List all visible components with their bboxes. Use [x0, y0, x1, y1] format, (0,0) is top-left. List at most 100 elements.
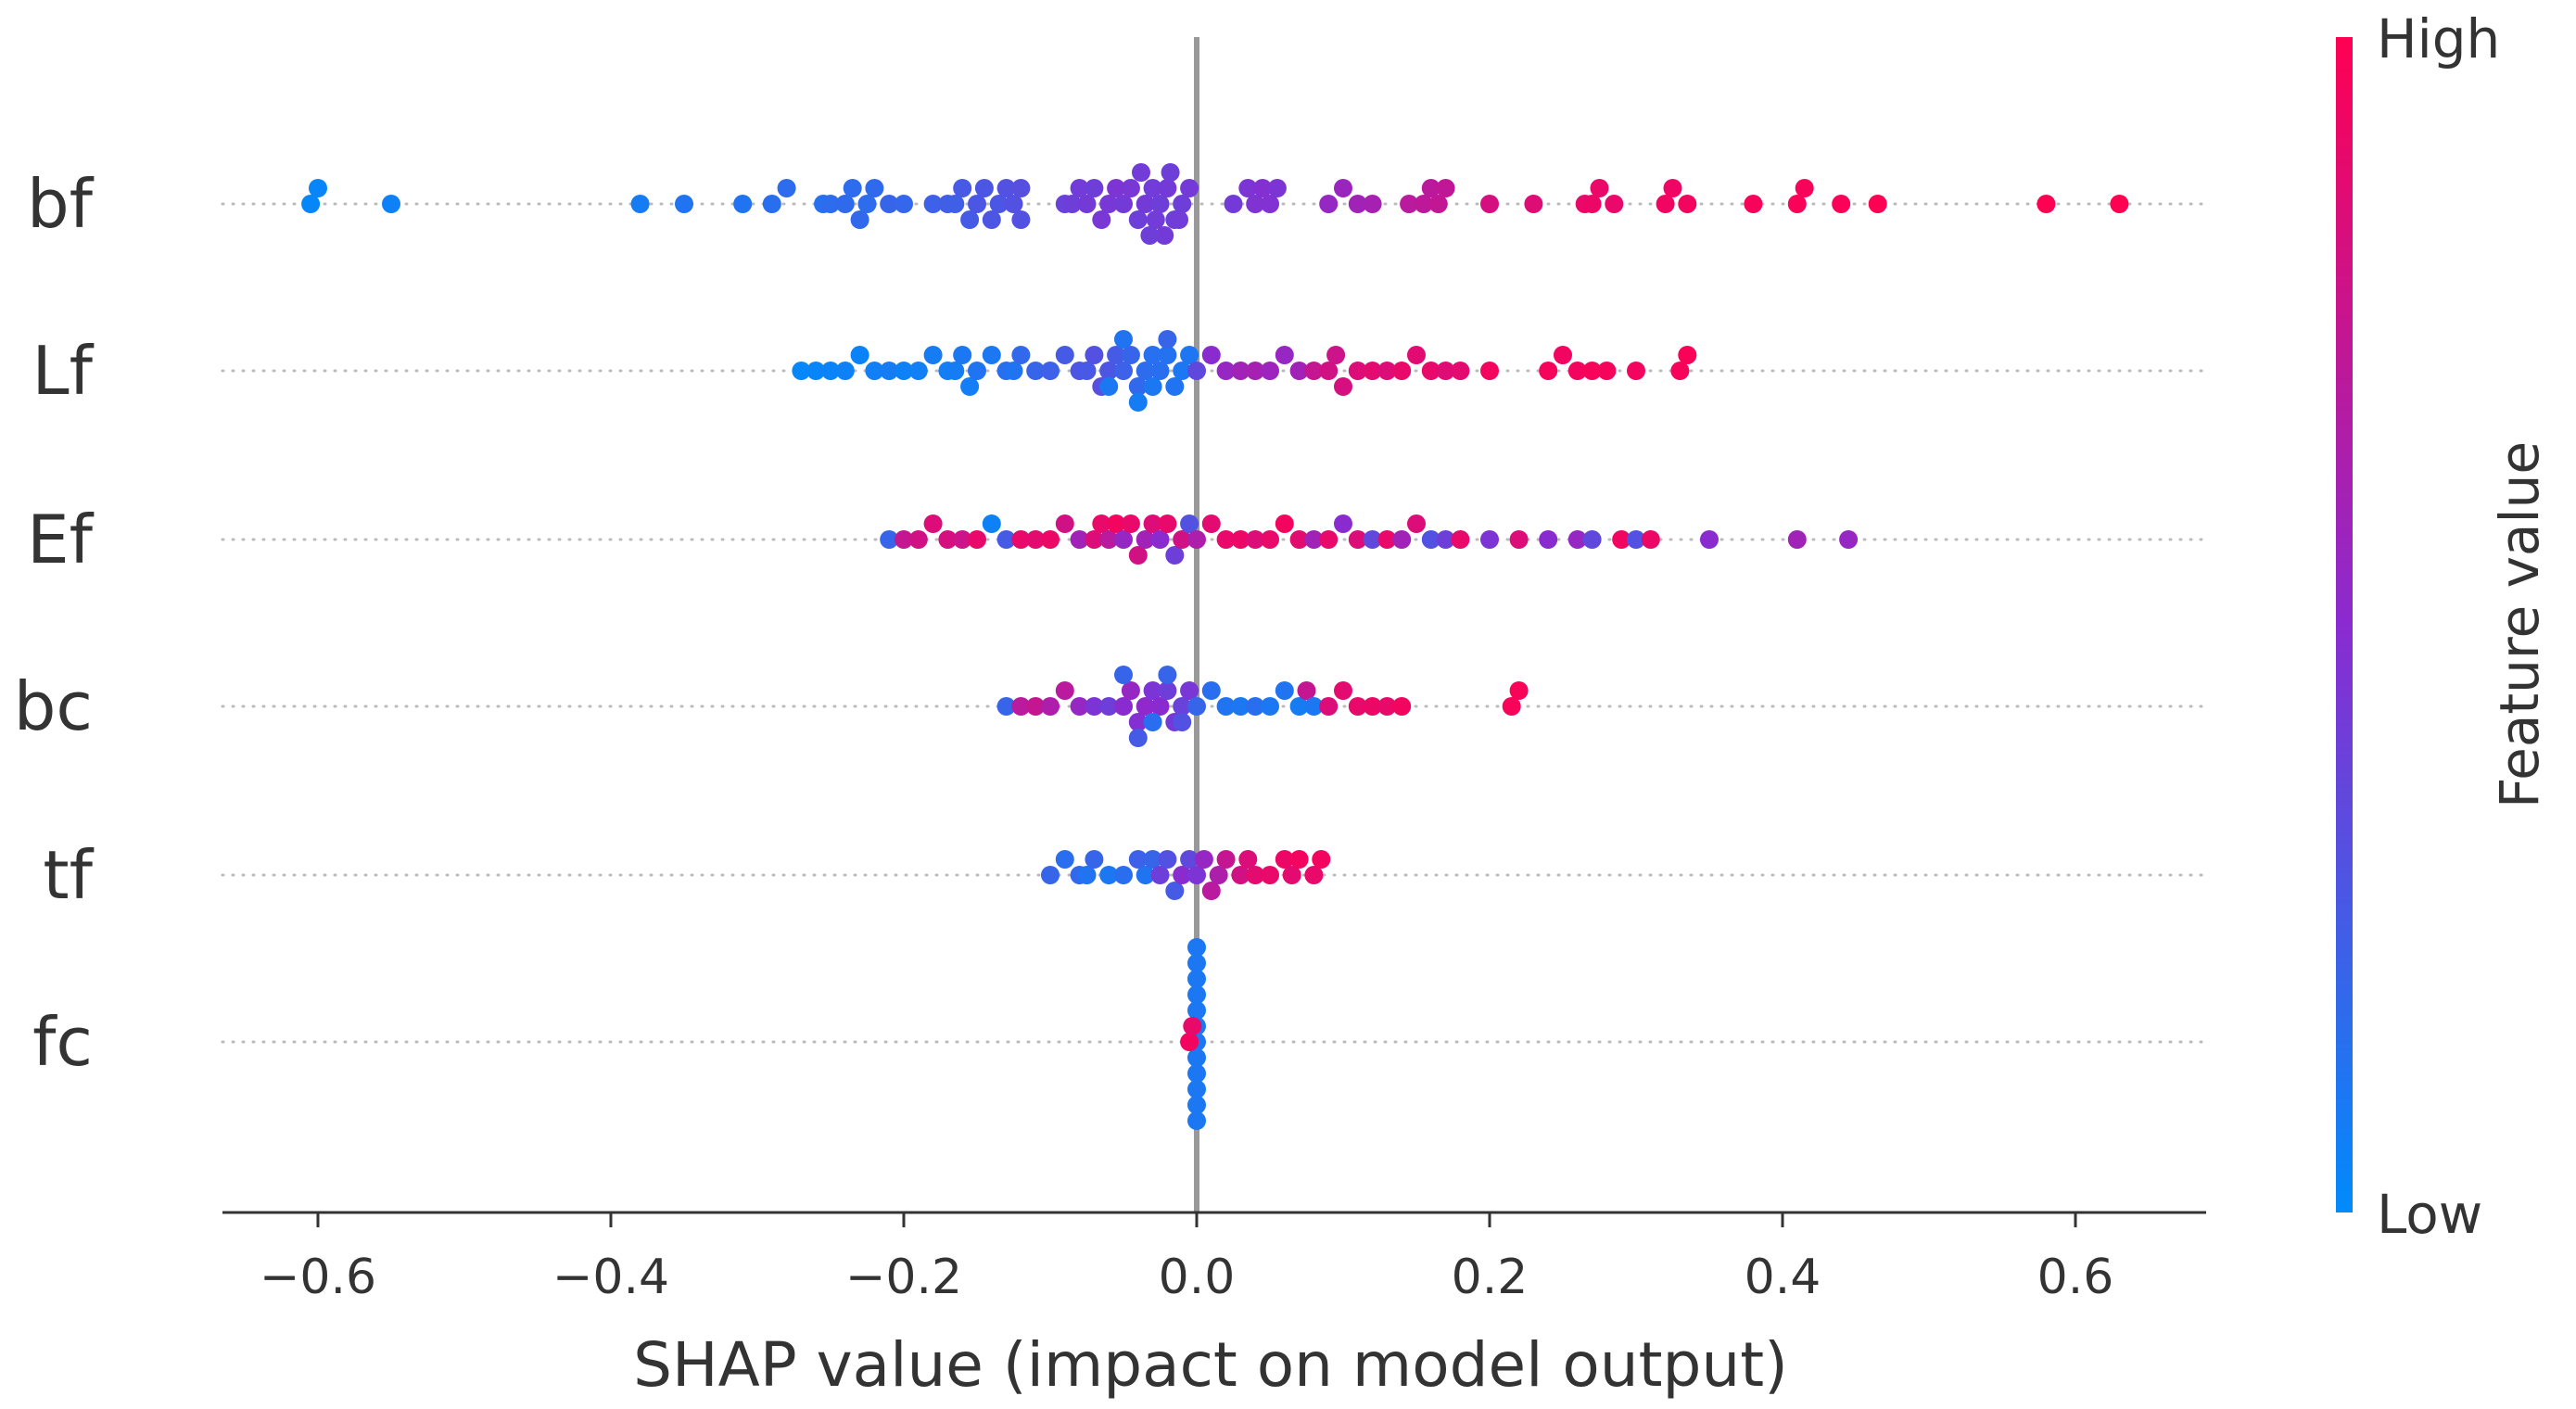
shap-point-Ef [895, 530, 913, 549]
shap-point-bc [1231, 697, 1250, 716]
shap-point-Ef [1173, 530, 1192, 549]
shap-point-fc [1187, 1001, 1206, 1020]
shap-point-Ef [1641, 530, 1660, 549]
shap-point-Lf [1011, 346, 1031, 364]
shap-point-Ef [1567, 530, 1587, 549]
feature-label-bc: bc [14, 667, 93, 745]
shap-point-Lf [1143, 377, 1162, 396]
shap-point-bf [1011, 210, 1031, 229]
shap-point-Lf [1165, 377, 1185, 396]
shap-point-bf [821, 195, 840, 213]
shap-point-bf [777, 179, 796, 197]
shap-point-tf [1165, 882, 1185, 900]
shap-point-bf [1334, 179, 1352, 197]
shap-point-tf [1136, 866, 1155, 884]
shap-point-Ef [1839, 530, 1859, 549]
shap-point-bc [1392, 697, 1412, 716]
shap-point-bf [1428, 195, 1448, 213]
shap-point-bc [1319, 697, 1339, 716]
shap-point-bf [1155, 226, 1174, 245]
shap-point-Ef [1180, 514, 1199, 533]
shap-point-bf [989, 195, 1009, 213]
shap-point-Lf [1670, 362, 1690, 380]
shap-point-bc [1026, 697, 1046, 716]
shap-point-tf [1246, 866, 1265, 884]
shap-point-bc [1099, 697, 1119, 716]
shap-point-bf [1267, 179, 1287, 197]
shap-point-tf [1289, 850, 1309, 869]
shap-point-bc [1363, 697, 1382, 716]
shap-point-bf [382, 195, 400, 213]
shap-point-bf [880, 195, 899, 213]
shap-point-tf [1194, 850, 1213, 869]
shap-point-bc [1180, 681, 1199, 700]
shap-point-bc [1128, 713, 1148, 731]
shap-point-tf [1304, 866, 1324, 884]
shap-point-bc [1289, 697, 1309, 716]
shap-point-Lf [1326, 346, 1346, 364]
shap-point-bf [1158, 179, 1177, 197]
shap-point-fc [1187, 954, 1206, 972]
shap-point-Ef [968, 530, 986, 549]
shap-point-Lf [1099, 362, 1119, 380]
shap-point-Lf [1026, 362, 1046, 380]
colorbar-low-label: Low [2377, 1183, 2482, 1246]
shap-point-Lf [865, 362, 884, 380]
shap-point-bf [1400, 195, 1419, 213]
shap-points [301, 163, 2129, 1130]
shap-point-Lf [1392, 362, 1412, 380]
shap-point-Lf [1289, 362, 1309, 380]
shap-point-Ef [996, 530, 1016, 549]
shap-point-tf [1201, 882, 1221, 900]
shap-point-Lf [1128, 377, 1148, 396]
shap-point-bf [996, 179, 1016, 197]
shap-point-tf [1114, 866, 1133, 884]
shap-point-tf [1099, 866, 1119, 884]
shap-point-bc [1136, 697, 1155, 716]
shap-point-bf [923, 195, 943, 213]
shap-point-Lf [1041, 362, 1060, 380]
shap-point-tf [1209, 866, 1228, 884]
shap-point-fc [1187, 1080, 1206, 1098]
shap-point-bf [309, 179, 327, 197]
shap-point-bf [1414, 195, 1433, 213]
shap-point-Ef [1158, 514, 1177, 533]
shap-point-bc [1201, 681, 1221, 700]
shap-point-Ef [1128, 546, 1148, 565]
shap-point-Lf [945, 362, 965, 380]
shap-point-tf [1158, 850, 1177, 869]
feature-guide-lines [221, 202, 2208, 1044]
shap-point-bf [1070, 179, 1089, 197]
shap-point-Lf [1421, 362, 1440, 380]
x-tick-label: 0.6 [2037, 1250, 2114, 1305]
shap-point-Ef [1700, 530, 1719, 549]
shap-point-tf [1187, 866, 1206, 884]
shap-point-bf [982, 210, 1001, 229]
shap-point-bf [865, 179, 884, 197]
shap-point-Lf [1334, 377, 1352, 396]
shap-point-bf [850, 210, 869, 229]
shap-point-bf [1062, 195, 1082, 213]
shap-point-Lf [1216, 362, 1236, 380]
shap-point-Lf [960, 377, 980, 396]
shap-point-bc [1261, 697, 1279, 716]
colorbar-title: Feature value [2488, 441, 2551, 808]
shap-point-Lf [968, 362, 986, 380]
shap-point-bc [996, 697, 1016, 716]
shap-point-bc [1509, 681, 1529, 700]
shap-point-Ef [1582, 530, 1602, 549]
shap-point-Lf [821, 362, 840, 380]
shap-point-bf [2110, 195, 2129, 213]
shap-point-bf [1004, 195, 1023, 213]
shap-point-Ef [1055, 514, 1074, 533]
shap-point-Lf [1136, 362, 1155, 380]
shap-point-tf [1231, 866, 1250, 884]
shap-point-bc [1143, 713, 1162, 731]
shap-point-Ef [1787, 530, 1807, 549]
shap-point-bf [960, 210, 980, 229]
shap-point-Lf [1480, 362, 1499, 380]
shap-point-Lf [1363, 362, 1382, 380]
shap-point-bf [945, 195, 965, 213]
shap-point-bf [1253, 179, 1273, 197]
x-tick-label: −0.4 [552, 1250, 669, 1305]
